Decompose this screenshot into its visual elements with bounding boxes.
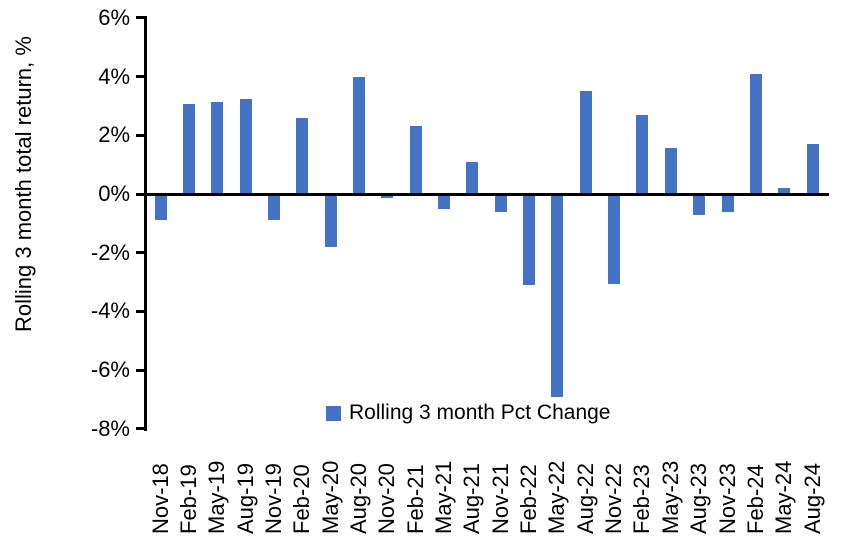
legend-label: Rolling 3 month Pct Change bbox=[349, 401, 611, 424]
y-tick-mark--4% bbox=[136, 309, 146, 313]
x-tick-label-Feb-23: Feb-23 bbox=[629, 464, 655, 534]
x-tick-label-May-20: May-20 bbox=[317, 460, 343, 534]
bar-Aug-22 bbox=[579, 91, 592, 194]
y-tick-mark-0% bbox=[136, 192, 146, 196]
bar-Nov-20 bbox=[381, 194, 394, 199]
x-tick-label-Feb-24: Feb-24 bbox=[742, 464, 768, 534]
bar-Feb-23 bbox=[636, 114, 649, 194]
y-tick-mark--8% bbox=[136, 427, 146, 431]
x-tick-label-Nov-18: Nov-18 bbox=[147, 463, 173, 534]
bar-Nov-21 bbox=[494, 194, 507, 212]
y-tick-label-0%: 0% bbox=[98, 181, 130, 206]
bar-May-23 bbox=[664, 148, 677, 194]
x-tick-label-Feb-21: Feb-21 bbox=[402, 464, 428, 534]
y-tick-label-6%: 6% bbox=[98, 4, 130, 30]
bar-Feb-21 bbox=[409, 126, 422, 194]
x-tick-label-Aug-22: Aug-22 bbox=[572, 463, 598, 534]
x-tick-label-May-19: May-19 bbox=[204, 460, 230, 534]
x-tick-label-May-23: May-23 bbox=[657, 460, 683, 534]
y-axis-title: Rolling 3 month total return, % bbox=[11, 36, 36, 332]
bar-Aug-24 bbox=[806, 144, 819, 194]
y-tick-label--4%: -4% bbox=[90, 298, 130, 324]
bar-Feb-20 bbox=[296, 117, 309, 194]
legend-marker-icon bbox=[326, 405, 341, 421]
bar-Nov-23 bbox=[721, 194, 734, 212]
x-tick-label-Nov-20: Nov-20 bbox=[374, 463, 400, 534]
bar-May-24 bbox=[778, 188, 791, 194]
x-tick-label-Feb-19: Feb-19 bbox=[175, 464, 201, 534]
y-tick-label--8%: -8% bbox=[90, 415, 130, 441]
y-tick-label-2%: 2% bbox=[98, 122, 130, 148]
legend: Rolling 3 month Pct Change bbox=[326, 401, 611, 425]
bar-Nov-19 bbox=[267, 194, 280, 221]
x-tick-label-Feb-20: Feb-20 bbox=[289, 464, 315, 534]
x-tick-label-Aug-23: Aug-23 bbox=[686, 463, 712, 534]
y-tick-label--6%: -6% bbox=[90, 357, 130, 383]
bar-Feb-24 bbox=[749, 73, 762, 194]
x-tick-label-May-22: May-22 bbox=[544, 460, 570, 534]
x-tick-label-Nov-22: Nov-22 bbox=[601, 463, 627, 534]
bar-May-19 bbox=[211, 101, 224, 194]
y-tick-label-4%: 4% bbox=[98, 63, 130, 89]
bar-Feb-22 bbox=[523, 194, 536, 286]
bar-Aug-21 bbox=[466, 161, 479, 194]
x-tick-label-Feb-22: Feb-22 bbox=[516, 464, 542, 534]
x-tick-label-Aug-24: Aug-24 bbox=[799, 463, 825, 534]
bar-Aug-19 bbox=[239, 98, 252, 194]
bar-Feb-19 bbox=[182, 104, 195, 194]
y-tick-mark-2% bbox=[136, 133, 146, 137]
bar-Nov-22 bbox=[608, 194, 621, 284]
y-tick-mark--6% bbox=[136, 368, 146, 372]
x-tick-label-May-24: May-24 bbox=[771, 460, 797, 534]
y-tick-mark--2% bbox=[136, 251, 146, 255]
bar-May-21 bbox=[438, 194, 450, 209]
x-tick-label-Nov-21: Nov-21 bbox=[487, 463, 513, 534]
y-axis-line bbox=[144, 16, 147, 431]
bar-May-20 bbox=[324, 194, 337, 247]
x-tick-label-Aug-19: Aug-19 bbox=[232, 463, 258, 534]
bar-May-22 bbox=[551, 194, 564, 397]
bar-Nov-18 bbox=[154, 194, 167, 221]
x-tick-label-Nov-23: Nov-23 bbox=[714, 463, 740, 534]
x-tick-label-Aug-20: Aug-20 bbox=[345, 463, 371, 534]
x-axis-line bbox=[144, 192, 829, 196]
bar-Aug-23 bbox=[693, 194, 706, 215]
x-tick-label-Aug-21: Aug-21 bbox=[459, 463, 485, 534]
x-tick-label-May-21: May-21 bbox=[431, 460, 456, 534]
y-tick-mark-4% bbox=[136, 75, 146, 79]
y-tick-mark-6% bbox=[136, 16, 146, 20]
x-tick-label-Nov-19: Nov-19 bbox=[260, 463, 286, 534]
y-tick-label--2%: -2% bbox=[90, 239, 130, 265]
bar-Aug-20 bbox=[352, 76, 365, 194]
